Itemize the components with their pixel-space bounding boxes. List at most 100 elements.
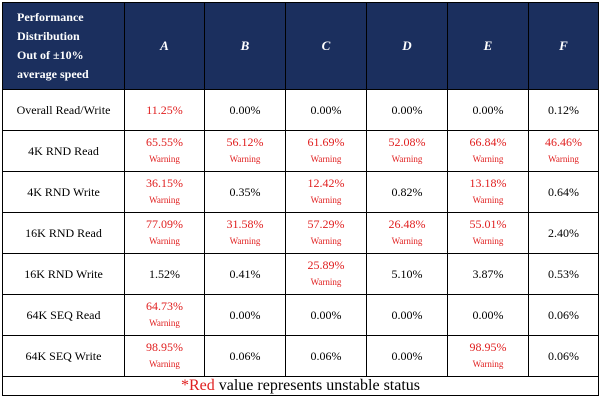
table-cell: 98.95% Warning bbox=[447, 335, 529, 377]
table-cell: 0.06% bbox=[528, 335, 599, 377]
cell-value: 77.09% bbox=[146, 217, 183, 231]
table-cell: 56.12% Warning bbox=[204, 130, 286, 172]
cell-value: 12.42% bbox=[307, 176, 345, 190]
cell-value: 26.48% bbox=[388, 217, 426, 231]
table-cell: 0.06% bbox=[285, 335, 367, 377]
footnote-star: * bbox=[180, 377, 189, 394]
table-cell: 65.55% Warning bbox=[124, 130, 205, 172]
header-row: Performance Distribution Out of ±10% ave… bbox=[2, 2, 599, 90]
cell-value: 25.89% bbox=[307, 258, 345, 272]
table-cell: 26.48% Warning bbox=[366, 212, 448, 254]
table-cell: 25.89% Warning bbox=[285, 253, 367, 295]
footnote-cell: *Red value represents unstable status bbox=[2, 376, 599, 396]
table-row: 64K SEQ Write 98.95% Warning 0.06% 0.06% 0.00… bbox=[2, 335, 599, 377]
row-label: 64K SEQ Read bbox=[2, 294, 125, 336]
table-row: 16K RND Read 77.09% Warning 31.58% Warning 57… bbox=[2, 212, 599, 254]
warning-label: Warning bbox=[310, 277, 342, 287]
footnote-text: value represents unstable status bbox=[214, 377, 421, 394]
warning-label: Warning bbox=[229, 236, 261, 246]
cell-value: 66.84% bbox=[469, 135, 507, 149]
warning-label: Warning bbox=[310, 236, 342, 246]
table-cell: 0.00% bbox=[447, 89, 529, 131]
table-cell: 0.06% bbox=[204, 335, 286, 377]
table-cell: 0.00% bbox=[204, 89, 286, 131]
table-cell: 55.01% Warning bbox=[447, 212, 529, 254]
cell-value: 65.55% bbox=[146, 135, 183, 149]
table-cell: 0.64% bbox=[528, 171, 599, 213]
row-label: Overall Read/Write bbox=[2, 89, 125, 131]
cell-value: 52.08% bbox=[388, 135, 426, 149]
table-cell: 0.00% bbox=[366, 335, 448, 377]
warning-label: Warning bbox=[391, 236, 423, 246]
table-cell: 13.18% Warning bbox=[447, 171, 529, 213]
table-row: Overall Read/Write 11.25% 0.00% 0.00% 0.00% 0… bbox=[2, 89, 599, 131]
warning-label: Warning bbox=[149, 195, 180, 205]
warning-label: Warning bbox=[391, 154, 423, 164]
table-cell: 46.46% Warning bbox=[528, 130, 599, 172]
table-cell: 0.41% bbox=[204, 253, 286, 295]
cell-value: 61.69% bbox=[307, 135, 345, 149]
table-cell: 57.29% Warning bbox=[285, 212, 367, 254]
warning-label: Warning bbox=[149, 236, 180, 246]
warning-label: Warning bbox=[548, 154, 579, 164]
warning-label: Warning bbox=[472, 154, 504, 164]
table-cell: 36.15% Warning bbox=[124, 171, 205, 213]
table-cell: 0.53% bbox=[528, 253, 599, 295]
table-body: Overall Read/Write 11.25% 0.00% 0.00% 0.00% 0… bbox=[2, 89, 599, 377]
warning-label: Warning bbox=[472, 195, 504, 205]
table-cell: 0.00% bbox=[447, 294, 529, 336]
row-label: 64K SEQ Write bbox=[2, 335, 125, 377]
table-row: 4K RND Read 65.55% Warning 56.12% Warning 61.… bbox=[2, 130, 599, 172]
table-cell: 0.00% bbox=[366, 294, 448, 336]
table-row: 64K SEQ Read 64.73% Warning 0.00% 0.00% 0.00%… bbox=[2, 294, 599, 336]
cell-value: 98.95% bbox=[469, 340, 507, 354]
table-cell: 0.00% bbox=[366, 89, 448, 131]
table-cell: 0.00% bbox=[285, 294, 367, 336]
cell-value: 13.18% bbox=[469, 176, 507, 190]
table-cell: 66.84% Warning bbox=[447, 130, 529, 172]
table-cell: 0.00% bbox=[285, 89, 367, 131]
table-cell: 52.08% Warning bbox=[366, 130, 448, 172]
warning-label: Warning bbox=[149, 359, 180, 369]
warning-label: Warning bbox=[310, 154, 342, 164]
column-header-b: B bbox=[204, 2, 286, 90]
row-label: 16K RND Write bbox=[2, 253, 125, 295]
table-cell: 77.09% Warning bbox=[124, 212, 205, 254]
column-header-a: A bbox=[124, 2, 205, 90]
table-cell: 5.10% bbox=[366, 253, 448, 295]
table-cell: 0.06% bbox=[528, 294, 599, 336]
warning-label: Warning bbox=[310, 195, 342, 205]
corner-line-1: Performance bbox=[17, 10, 84, 24]
table-cell: 12.42% Warning bbox=[285, 171, 367, 213]
row-label: 16K RND Read bbox=[2, 212, 125, 254]
cell-value: 31.58% bbox=[226, 217, 264, 231]
corner-line-3: Out of ±10% bbox=[17, 48, 84, 62]
table-cell: 0.82% bbox=[366, 171, 448, 213]
table-cell: 11.25% bbox=[124, 89, 205, 131]
cell-value: 98.95% bbox=[146, 340, 183, 354]
warning-label: Warning bbox=[229, 154, 261, 164]
column-header-c: C bbox=[285, 2, 367, 90]
corner-line-2: Distribution bbox=[17, 29, 80, 43]
table-cell: 3.87% bbox=[447, 253, 529, 295]
footnote-row: *Red value represents unstable status bbox=[2, 376, 599, 396]
row-label: 4K RND Read bbox=[2, 130, 125, 172]
table-cell: 0.00% bbox=[204, 294, 286, 336]
table-row: 16K RND Write 1.52% 0.41% 25.89% Warning 5.10… bbox=[2, 253, 599, 295]
table-cell: 1.52% bbox=[124, 253, 205, 295]
cell-value: 56.12% bbox=[226, 135, 264, 149]
corner-header: Performance Distribution Out of ±10% ave… bbox=[2, 2, 125, 90]
warning-label: Warning bbox=[149, 154, 180, 164]
table-cell: 2.40% bbox=[528, 212, 599, 254]
table-header: Performance Distribution Out of ±10% ave… bbox=[2, 2, 599, 90]
cell-value: 57.29% bbox=[307, 217, 345, 231]
cell-value: 46.46% bbox=[545, 135, 582, 149]
corner-line-4: average speed bbox=[17, 67, 89, 81]
table-cell: 98.95% Warning bbox=[124, 335, 205, 377]
table-cell: 64.73% Warning bbox=[124, 294, 205, 336]
cell-value: 11.25% bbox=[146, 103, 183, 117]
warning-label: Warning bbox=[149, 318, 180, 328]
column-header-e: E bbox=[447, 2, 529, 90]
